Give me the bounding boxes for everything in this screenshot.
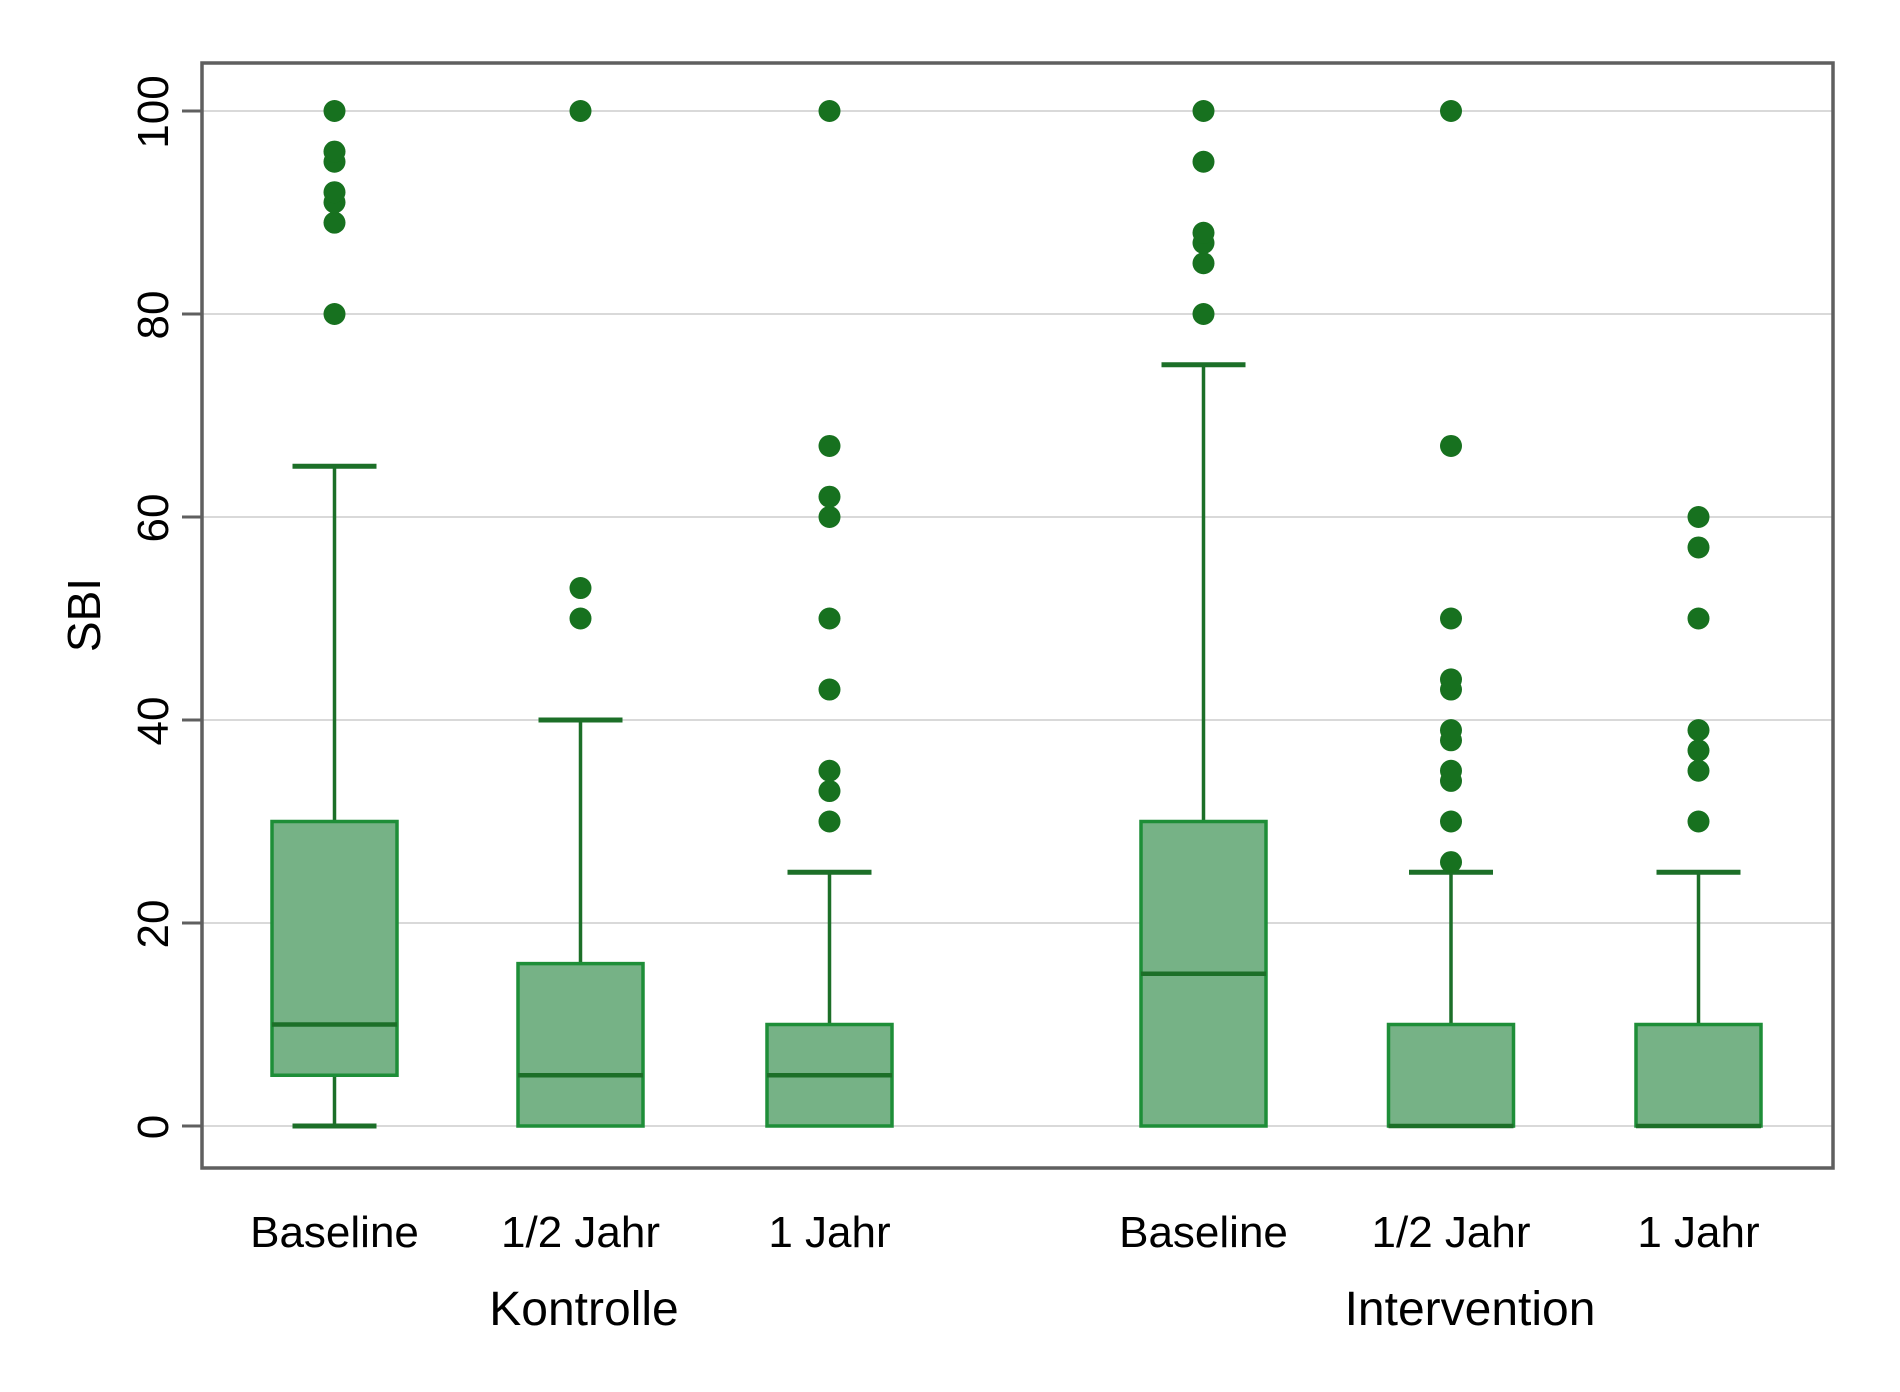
boxplot-intervention-baseline (1139, 100, 1268, 1128)
x-category-label: Baseline (1119, 1208, 1288, 1257)
x-group-label: Kontrolle (489, 1283, 678, 1336)
outlier-dot (1192, 303, 1215, 325)
outlier-dot (1192, 252, 1215, 275)
iqr-box (270, 819, 399, 1077)
iqr-box (516, 961, 645, 1128)
x-category-label: 1 Jahr (1637, 1208, 1759, 1257)
outlier-dot (1440, 434, 1462, 457)
x-category-label: 1 Jahr (768, 1208, 890, 1257)
x-group-label: Intervention (1345, 1283, 1596, 1336)
outlier-dot (1440, 668, 1462, 691)
x-category-label: 1/2 Jahr (501, 1208, 660, 1257)
outlier-dot (1687, 536, 1710, 559)
boxplot-intervention-1-2-jahr (1386, 100, 1516, 1129)
outlier-dot (818, 780, 841, 803)
outlier-dot (818, 678, 841, 701)
outlier-dot (818, 100, 841, 122)
outlier-dot (818, 810, 841, 833)
outlier-dot (323, 140, 346, 163)
boxplot-kontrolle-baseline (270, 100, 399, 1129)
x-category-label: 1/2 Jahr (1372, 1208, 1531, 1257)
outlier-dot (1192, 100, 1215, 122)
boxplot-kontrolle-1-2-jahr (516, 100, 645, 1128)
outlier-dot (818, 434, 841, 457)
boxplot-kontrolle-1-jahr (765, 100, 894, 1128)
y-tick-label: 40 (129, 697, 178, 746)
outlier-dot (323, 181, 346, 204)
outlier-dot (818, 506, 841, 528)
y-tick-label: 80 (129, 291, 178, 340)
plot-background (202, 63, 1833, 1168)
boxplot-intervention-1-jahr (1634, 506, 1763, 1129)
outlier-dot (1440, 810, 1462, 833)
y-tick-label: 0 (129, 1115, 178, 1139)
outlier-dot (323, 100, 346, 122)
outlier-dot (569, 577, 592, 600)
plot-border (200, 61, 1835, 1170)
outlier-dot (1687, 759, 1710, 782)
outlier-dot (1687, 810, 1710, 833)
outlier-dot (1440, 100, 1462, 122)
outlier-dot (818, 759, 841, 782)
outlier-dot (1687, 506, 1710, 528)
outlier-dot (1687, 719, 1710, 742)
outlier-dot (1192, 150, 1215, 173)
outlier-dot (1687, 607, 1710, 630)
y-tick-label: 20 (129, 900, 178, 949)
outlier-dot (818, 607, 841, 630)
outlier-dot (1192, 221, 1215, 244)
outlier-dot (323, 211, 346, 234)
iqr-box (1634, 1022, 1763, 1128)
outlier-dot (1440, 607, 1462, 630)
x-category-label: Baseline (250, 1208, 419, 1257)
outlier-dot (323, 303, 346, 325)
iqr-box (1386, 1022, 1516, 1128)
y-tick-label: 60 (129, 494, 178, 543)
y-tick-label: 100 (129, 75, 178, 148)
outlier-dot (818, 485, 841, 508)
outlier-dot (569, 100, 592, 122)
outlier-dot (1440, 759, 1462, 782)
outlier-dot (1687, 739, 1710, 762)
y-axis-title: SBI (58, 578, 110, 652)
outlier-dot (1440, 851, 1462, 874)
outlier-dot (1440, 719, 1462, 742)
outlier-dot (569, 607, 592, 630)
